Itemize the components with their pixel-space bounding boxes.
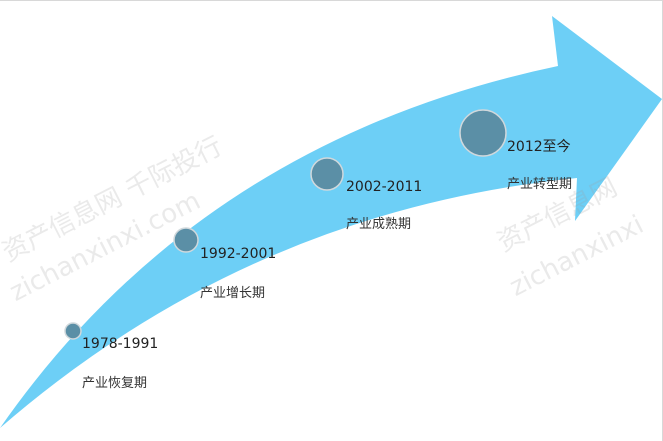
stage-name-4: 产业转型期 — [507, 177, 573, 192]
stage-period-1: 1978-1991 — [82, 336, 159, 352]
stage-period-4: 2012至今 — [507, 139, 571, 155]
stage-period-3: 2002-2011 — [346, 179, 423, 195]
stage-marker-1 — [64, 322, 82, 340]
stage-name-3: 产业成熟期 — [346, 217, 412, 232]
stage-name-2: 产业增长期 — [200, 286, 266, 301]
stage-marker-4 — [459, 109, 507, 157]
stage-marker-2 — [173, 227, 199, 253]
stage-marker-3 — [310, 157, 344, 191]
stage-name-1: 产业恢复期 — [82, 376, 148, 391]
stage-period-2: 1992-2001 — [200, 246, 277, 262]
